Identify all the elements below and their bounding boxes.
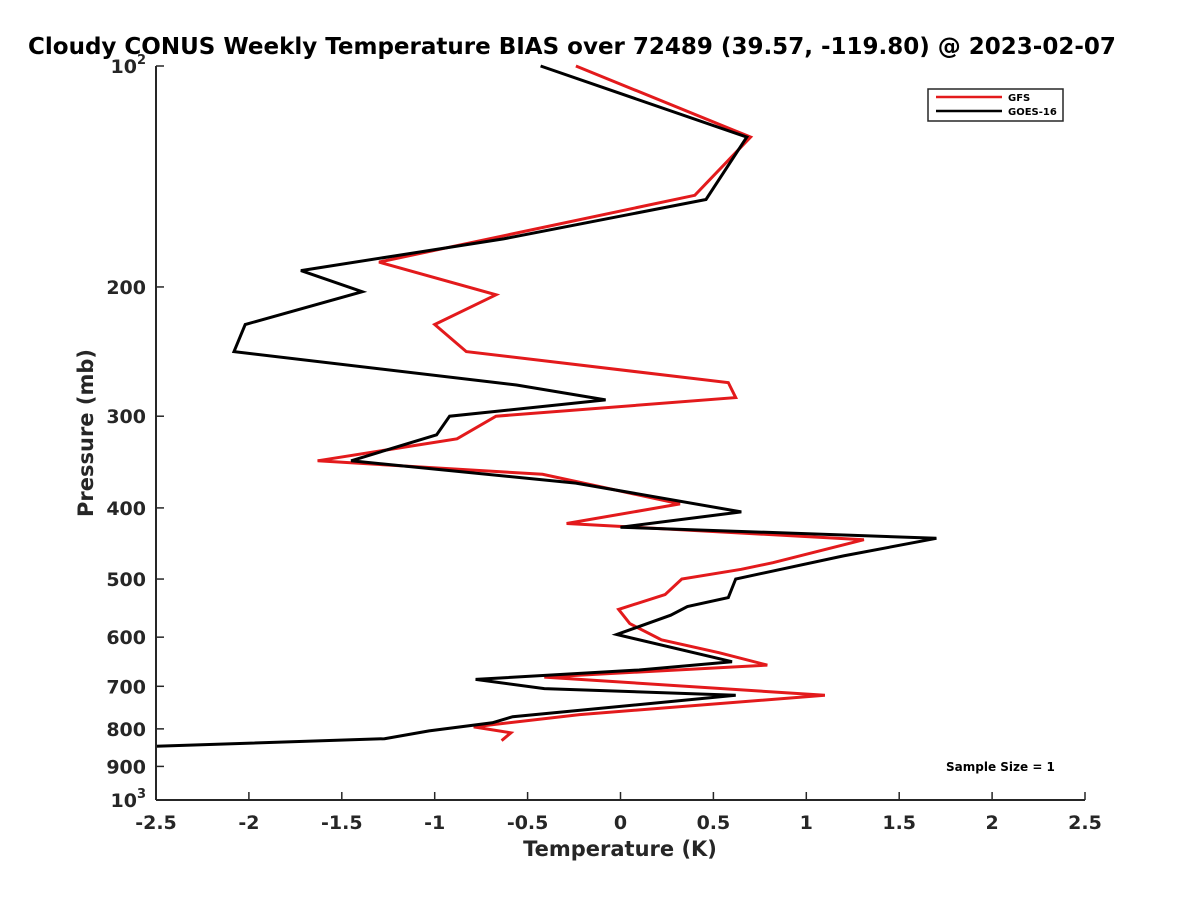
y-tick-label: 800 <box>106 719 146 741</box>
sample-size-annotation: Sample Size = 1 <box>946 760 1055 774</box>
x-axis-ticks: -2.5 -2 -1.5 -1 -0.5 0 0.5 1 1.5 2 2.5 <box>135 792 1102 834</box>
x-tick-label: 2 <box>985 812 998 834</box>
y-axis-ticks: 102 200 300 400 500 600 700 800 900 103 <box>106 53 164 812</box>
y-tick-label: 600 <box>106 627 146 649</box>
legend-label-gfs: GFS <box>1008 93 1030 104</box>
y-tick-label: 300 <box>106 406 146 428</box>
legend-box <box>927 88 1064 122</box>
legend-label-goes16: GOES-16 <box>1008 107 1057 118</box>
x-tick-label: 1 <box>800 812 813 834</box>
x-tick-label: 0 <box>614 812 627 834</box>
chart-title: Cloudy CONUS Weekly Temperature BIAS ove… <box>28 34 1116 60</box>
x-tick-label: -0.5 <box>507 812 549 834</box>
x-tick-label: -2 <box>238 812 259 834</box>
x-tick-label: 0.5 <box>697 812 731 834</box>
x-tick-label: -2.5 <box>135 812 177 834</box>
y-axis-label: Pressure (mb) <box>74 349 98 517</box>
x-tick-label: 1.5 <box>882 812 916 834</box>
y-tick-label: 900 <box>106 756 146 778</box>
series-layer <box>155 64 937 748</box>
x-tick-label: 2.5 <box>1068 812 1102 834</box>
x-tick-label: -1 <box>424 812 445 834</box>
y-tick-label: 400 <box>106 498 146 520</box>
y-tick-label: 103 <box>111 787 147 812</box>
x-tick-label: -1.5 <box>321 812 363 834</box>
y-tick-label: 200 <box>106 277 146 299</box>
y-tick-label: 500 <box>106 569 146 591</box>
y-tick-label: 700 <box>106 676 146 698</box>
y-tick-label: 102 <box>111 53 147 78</box>
legend: GFS GOES-16 <box>927 88 1064 122</box>
x-axis-label: Temperature (K) <box>523 837 717 861</box>
